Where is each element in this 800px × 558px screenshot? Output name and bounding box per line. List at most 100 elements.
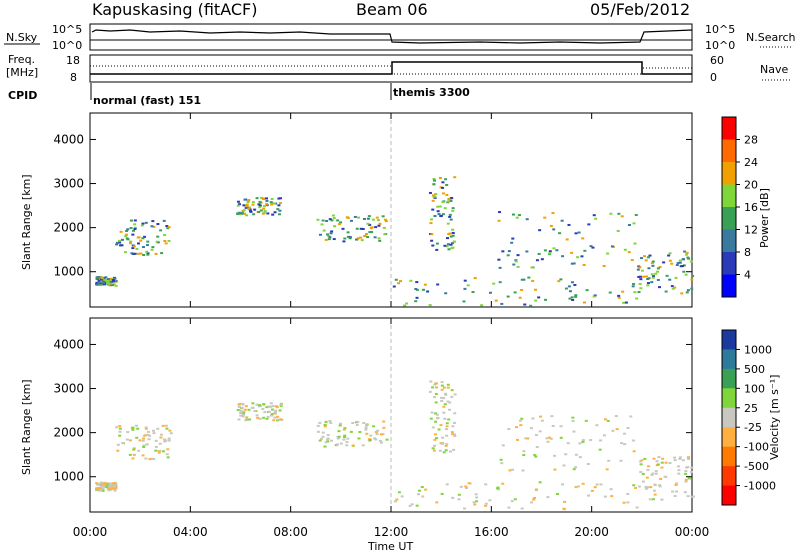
backscatter-cell	[581, 482, 585, 485]
backscatter-cell	[678, 457, 682, 460]
backscatter-cell	[507, 250, 511, 253]
backscatter-cell	[511, 213, 515, 216]
colorbar-tick-label: 500	[744, 363, 765, 376]
backscatter-cell	[646, 284, 650, 287]
backscatter-cell	[152, 432, 156, 435]
backscatter-cell	[658, 266, 662, 269]
backscatter-cell	[434, 401, 438, 404]
colorbar-tick-label: -500	[744, 460, 769, 473]
backscatter-cell	[647, 277, 651, 280]
backscatter-cell	[156, 223, 160, 226]
freq-label: Freq.	[8, 53, 35, 66]
backscatter-cell	[472, 501, 476, 504]
backscatter-cell	[555, 249, 559, 252]
backscatter-cell	[348, 237, 352, 240]
backscatter-cell	[375, 216, 379, 219]
backscatter-cell	[445, 425, 449, 428]
backscatter-cell	[134, 424, 138, 427]
backscatter-cell	[266, 415, 270, 418]
backscatter-cell	[133, 227, 137, 230]
backscatter-cell	[415, 281, 419, 284]
backscatter-cell	[650, 281, 654, 284]
backscatter-cell	[111, 280, 115, 283]
backscatter-cell	[436, 205, 440, 208]
colorbar-swatch	[722, 349, 736, 370]
backscatter-cell	[506, 254, 510, 257]
power-colorbar-label: Power [dB]	[758, 188, 771, 248]
backscatter-cell	[429, 222, 433, 225]
backscatter-cell	[368, 223, 372, 226]
backscatter-cell	[440, 388, 444, 391]
y-tick-label: 1000	[53, 470, 84, 484]
y-tick-label: 3000	[53, 382, 84, 396]
backscatter-cell	[545, 437, 549, 440]
backscatter-cell	[534, 299, 538, 302]
colorbar-tick-label: 20	[744, 179, 758, 192]
backscatter-cell	[685, 291, 689, 294]
backscatter-cell	[346, 216, 350, 219]
backscatter-cell	[501, 482, 505, 485]
backscatter-cell	[241, 415, 245, 418]
backscatter-cell	[371, 218, 375, 221]
backscatter-cell	[442, 405, 446, 408]
backscatter-cell	[144, 457, 148, 460]
backscatter-cell	[328, 420, 332, 423]
backscatter-cell	[434, 393, 438, 396]
backscatter-cell	[589, 245, 593, 248]
backscatter-cell	[448, 213, 452, 216]
backscatter-cell	[506, 295, 510, 298]
backscatter-cell	[433, 383, 437, 386]
backscatter-cell	[131, 247, 135, 250]
backscatter-cell	[677, 472, 681, 475]
backscatter-cell	[260, 196, 264, 199]
backscatter-cell	[382, 226, 386, 229]
backscatter-cell	[139, 252, 143, 255]
backscatter-cell	[636, 268, 640, 271]
backscatter-cell	[253, 410, 257, 413]
backscatter-cell	[154, 449, 158, 452]
backscatter-cell	[639, 275, 643, 278]
backscatter-cell	[443, 403, 447, 406]
backscatter-cell	[165, 225, 169, 228]
backscatter-cell	[515, 216, 519, 219]
backscatter-cell	[531, 279, 535, 282]
backscatter-cell	[329, 232, 333, 235]
backscatter-cell	[99, 278, 103, 281]
backscatter-cell	[437, 213, 441, 216]
backscatter-cell	[484, 502, 488, 505]
backscatter-cell	[135, 436, 139, 439]
backscatter-cell	[114, 284, 118, 287]
backscatter-cell	[263, 210, 267, 213]
backscatter-cell	[132, 453, 136, 456]
backscatter-cell	[330, 230, 334, 233]
backscatter-cell	[445, 245, 449, 248]
backscatter-cell	[549, 437, 553, 440]
backscatter-cell	[137, 242, 141, 245]
backscatter-cell	[326, 438, 330, 441]
y-tick-label: 4000	[53, 337, 84, 351]
backscatter-cell	[674, 483, 678, 486]
colorbar-swatch	[722, 388, 736, 409]
backscatter-cell	[637, 485, 641, 488]
nave-trace	[90, 65, 692, 75]
velocity-ylabel: Slant Range [km]	[20, 379, 33, 475]
backscatter-cell	[450, 247, 454, 250]
backscatter-cell	[603, 495, 607, 498]
backscatter-cell	[318, 439, 322, 442]
backscatter-cell	[494, 299, 498, 302]
backscatter-cell	[453, 412, 457, 415]
backscatter-cell	[535, 259, 539, 262]
backscatter-cell	[132, 448, 136, 451]
backscatter-cell	[129, 219, 133, 222]
backscatter-cell	[120, 244, 124, 247]
backscatter-cell	[606, 252, 610, 255]
backscatter-cell	[431, 199, 435, 202]
backscatter-cell	[99, 483, 103, 486]
backscatter-cell	[365, 232, 369, 235]
backscatter-cell	[167, 437, 171, 440]
backscatter-cell	[582, 301, 586, 304]
backscatter-cell	[136, 236, 140, 239]
backscatter-cell	[236, 213, 240, 216]
y-tick-label: 1000	[53, 265, 84, 279]
backscatter-cell	[587, 494, 591, 497]
